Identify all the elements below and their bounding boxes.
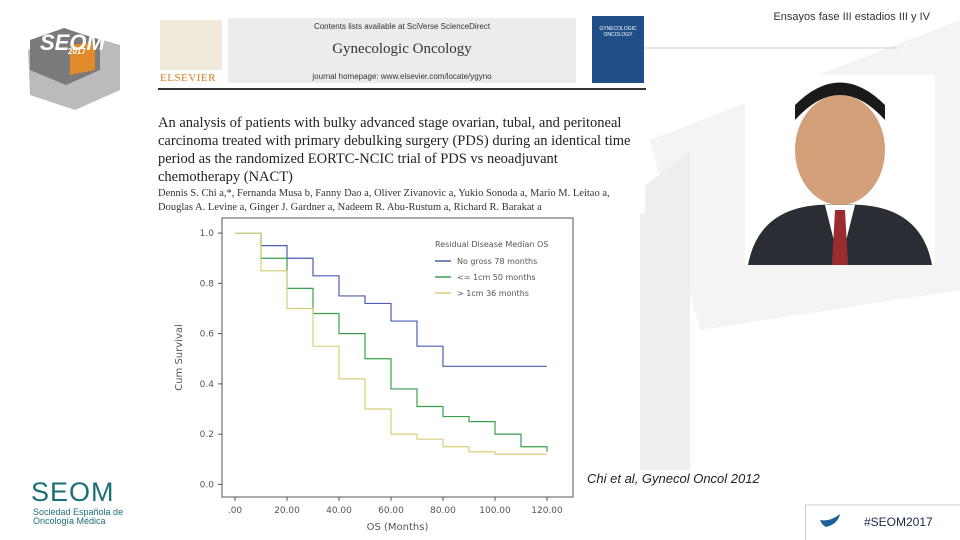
y-tick-label: 0.8 [200,279,215,289]
legend-label: No gross 78 months [457,257,537,266]
seom-logo-sub: Sociedad Española de Oncología Médica [33,507,124,526]
x-tick-label: 60.00 [378,506,404,516]
x-tick-label: 40.00 [326,506,352,516]
y-tick-label: 0.6 [200,330,215,340]
publisher: ELSEVIER [160,72,216,84]
slide-header: Ensayos fase III estadios III y IV [773,11,930,23]
legend-label: > 1cm 36 months [457,289,529,298]
x-tick-label: 100.00 [479,506,511,516]
y-tick-label: 0.4 [200,380,215,390]
x-tick-label: 120.00 [531,506,563,516]
legend-label: <= 1cm 50 months [457,273,536,282]
event-year: 2017 [68,47,86,56]
y-tick-label: 1.0 [200,229,215,239]
y-axis-label: Cum Survival [174,324,185,391]
cover-title: GYNECOLOGIC ONCOLOGY [599,26,637,38]
chart: 0.0 0.2 0.4 0.6 0.8 1.0 .00 20.00 40.00 60.00 80.0… [174,217,574,533]
survival-curve [235,232,547,367]
event-logo: SEOM [40,30,105,55]
y-tick-label: 0.0 [200,480,215,490]
elsevier-tree [160,20,222,70]
journal-cover: GYNECOLOGIC ONCOLOGY [592,16,644,83]
legend-title: Residual Disease Median OS [435,240,548,249]
x-tick-label: .00 [228,506,243,516]
plot-frame [221,217,574,498]
x-axis-label: OS (Months) [367,522,429,533]
article-title: An analysis of patients with bulky advan… [158,115,631,185]
journal-name: Gynecologic Oncology [332,41,472,57]
x-tick-label: 20.00 [274,506,300,516]
hashtag[interactable]: #SEOM2017 [864,515,933,529]
survival-curve [235,232,547,455]
journal-homepage: journal homepage: www.elsevier.com/locat… [312,72,492,81]
seom-logo: SEOM [31,477,115,507]
contents-line: Contents lists available at SciVerse Sci… [313,22,491,31]
x-tick-label: 80.00 [430,506,456,516]
y-tick-label: 0.2 [200,430,214,440]
journal-banner [228,18,576,83]
article-authors: Dennis S. Chi a,*, Fernanda Musa b, Fann… [158,188,610,213]
citation: Chi et al, Gynecol Oncol 2012 [587,471,760,486]
rule [158,88,646,90]
